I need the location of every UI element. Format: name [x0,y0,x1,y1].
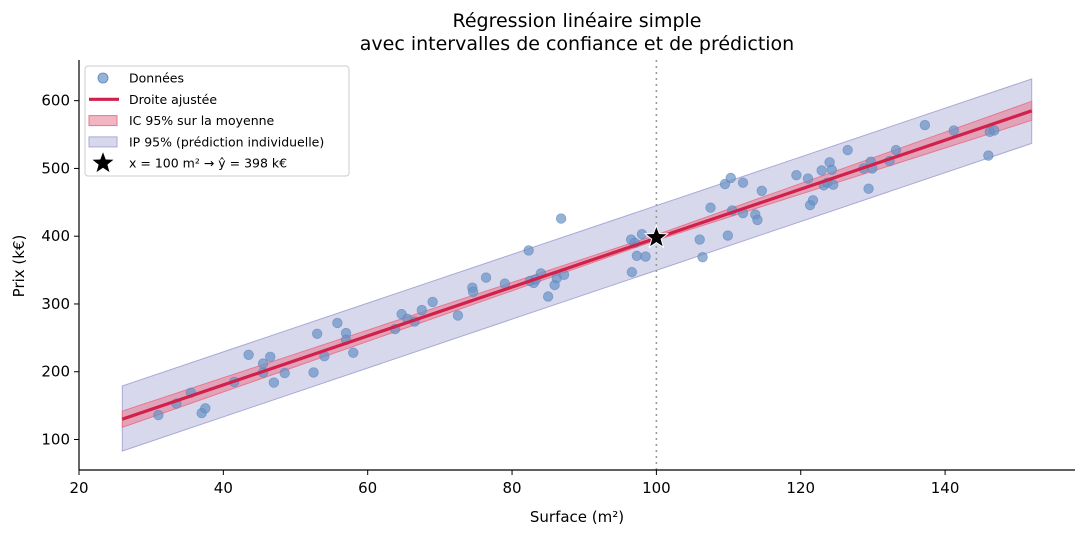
legend-label: x = 100 m² → ŷ = 398 k€ [129,156,287,171]
data-point [826,164,837,175]
data-point [626,266,638,278]
data-point [200,403,211,414]
y-axis-ticks: 100 200 300 400 500 600 [41,92,79,449]
data-point [308,367,319,378]
legend-label: IP 95% (prédiction individuelle) [129,134,324,149]
x-tick-label: 100 [642,479,671,497]
y-tick-label: 400 [41,227,70,245]
data-point [919,119,931,131]
y-tick-label: 200 [41,363,70,381]
data-point [311,328,323,339]
data-point [802,173,814,184]
chart-title: Régression linéaire simple [452,10,701,32]
prediction-marker-layer [643,224,670,249]
legend: Données Droite ajustée IC 95% sur la moyen… [84,65,350,177]
x-axis-label: Surface (m²) [530,508,624,526]
y-tick-label: 300 [41,295,70,313]
data-point [791,170,802,181]
y-tick-label: 500 [41,159,70,177]
data-point [807,195,819,206]
x-tick-label: 80 [502,479,521,497]
data-point [863,183,874,194]
data-point [153,409,164,421]
fit-line-layer [121,109,1033,421]
y-tick-label: 100 [41,431,70,449]
data-point [737,177,749,188]
data-point [243,349,254,360]
data-point [416,304,428,316]
chart-subtitle: avec intervalles de confiance et de préd… [360,33,794,55]
data-point [257,358,269,369]
axes [78,60,1075,471]
data-point [279,367,290,379]
x-tick-label: 140 [931,479,960,497]
y-axis-label: Prix (k€) [10,235,28,298]
data-point [542,291,554,302]
data-point [756,185,767,196]
legend-handle-star [92,152,114,173]
x-tick-label: 40 [214,479,233,497]
data-point [348,347,359,358]
legend-label: Droite ajustée [129,92,217,107]
data-point [828,179,839,190]
data-point [842,144,853,156]
legend-handle-point [97,72,109,84]
data-point [427,296,438,308]
x-axis-ticks: 20 40 60 80 100 120 140 [69,470,959,497]
data-point [268,377,280,388]
x-tick-label: 60 [358,479,377,497]
data-point [752,214,763,226]
data-point [722,230,734,241]
data-point [725,172,736,184]
prediction-star-marker [643,224,670,249]
data-point [705,202,716,213]
x-tick-label: 20 [69,479,88,497]
data-point [948,125,959,136]
data-point [640,251,651,262]
fit-line [121,109,1033,421]
legend-handle-ci [88,115,118,127]
data-point [983,150,994,161]
data-point [467,286,479,297]
data-point [988,125,1000,136]
data-point [523,245,534,256]
data-point [452,310,464,321]
data-point [265,351,276,363]
legend-label: Données [129,71,184,86]
data-point [631,250,643,262]
data-point [480,272,492,283]
y-tick-label: 600 [41,92,70,110]
data-point [694,234,705,245]
data-points [153,119,1000,421]
x-tick-label: 120 [786,479,815,497]
legend-box [84,65,350,177]
data-point [697,252,708,263]
legend-handle-pi [88,136,118,148]
data-point [555,213,567,224]
data-point [332,317,343,329]
legend-label: IC 95% sur la moyenne [129,113,275,128]
data-point [890,144,902,156]
data-point [816,165,827,176]
